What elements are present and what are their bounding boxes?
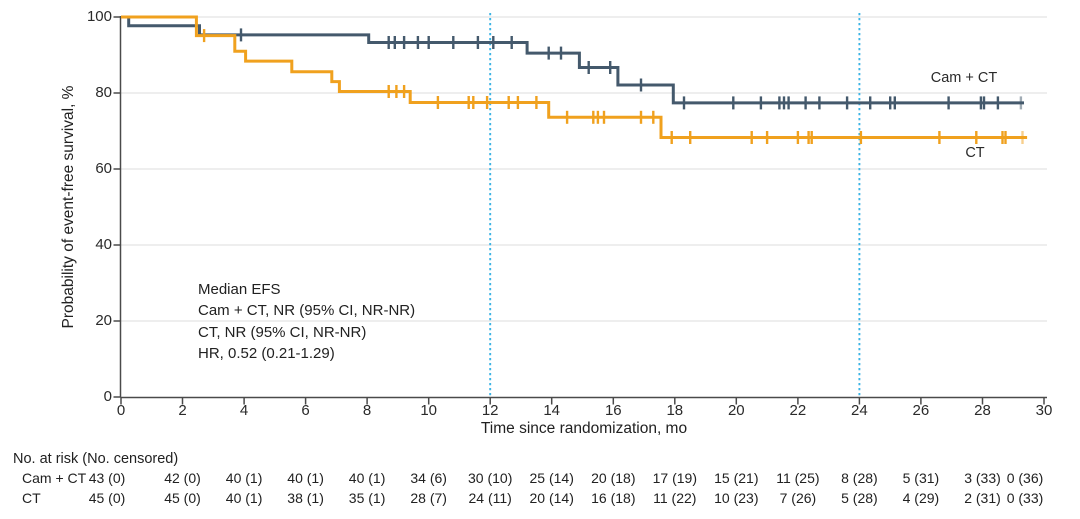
- risk-cell: 0 (36): [1006, 470, 1044, 486]
- risk-cell: 42 (0): [164, 470, 201, 486]
- risk-cell: 45 (0): [88, 490, 126, 506]
- risk-cell: 40 (1): [348, 470, 386, 486]
- x-tick-label: 8: [362, 402, 372, 419]
- risk-cell: 11 (25): [776, 470, 820, 486]
- risk-cell: 38 (1): [287, 490, 324, 506]
- risk-cell: 15 (21): [714, 470, 759, 486]
- annotation-line-median-efs: Median EFS: [198, 281, 281, 298]
- risk-cell: 7 (26): [779, 490, 817, 506]
- x-tick-label: 20: [727, 402, 745, 419]
- risk-cell: 11 (22): [653, 490, 697, 506]
- x-tick-label: 2: [178, 402, 187, 419]
- risk-cell: 3 (33): [964, 470, 1001, 486]
- risk-cell: 4 (29): [902, 490, 940, 506]
- x-tick-label: 24: [851, 402, 868, 419]
- risk-cell: 0 (33): [1006, 490, 1044, 506]
- risk-cell: 28 (7): [410, 490, 447, 506]
- risk-cell: 35 (1): [348, 490, 386, 506]
- risk-cell: 40 (1): [287, 470, 324, 486]
- risk-cell: 10 (23): [714, 490, 759, 506]
- km-curve-ct: [121, 15, 1028, 139]
- annotation-line-cam-ct: Cam + CT, NR (95% CI, NR-NR): [198, 302, 416, 320]
- x-tick-label: 22: [789, 402, 807, 419]
- y-tick-label: 0: [103, 388, 112, 405]
- risk-table-title: No. at risk (No. censored): [13, 451, 179, 467]
- y-axis-title: Probability of event-free survival, %: [60, 85, 77, 329]
- risk-cell: 5 (28): [841, 490, 878, 506]
- x-tick-label: 0: [116, 402, 126, 419]
- risk-cell: 17 (19): [652, 470, 697, 486]
- risk-cell: 16 (18): [591, 490, 636, 506]
- risk-cell: 45 (0): [164, 490, 201, 506]
- risk-row-label-ct: CT: [22, 490, 41, 506]
- risk-cell: 40 (1): [225, 470, 263, 486]
- risk-cell: 20 (14): [529, 490, 574, 506]
- annotation-line-hr: HR, 0.52 (0.21-1.29): [198, 345, 335, 363]
- y-tick-label: 100: [86, 8, 112, 25]
- y-tick-label: 40: [95, 236, 112, 253]
- risk-cell: 2 (31): [964, 490, 1001, 506]
- risk-cell: 34 (6): [410, 470, 447, 486]
- x-tick-label: 28: [974, 402, 991, 419]
- y-tick-label: 60: [95, 160, 112, 177]
- x-tick-label: 6: [301, 402, 310, 419]
- x-tick-label: 12: [481, 402, 499, 419]
- risk-cell: 20 (18): [591, 470, 636, 486]
- series-label-cam-ct: Cam + CT: [930, 70, 998, 86]
- x-tick-label: 26: [912, 402, 930, 419]
- series-label-ct: CT: [965, 145, 985, 161]
- x-tick-label: 18: [666, 402, 684, 419]
- risk-cell: 8 (28): [841, 470, 878, 486]
- risk-cell: 30 (10): [468, 470, 513, 486]
- x-tick-label: 14: [543, 402, 561, 419]
- risk-row-label-cam-ct: Cam + CT: [22, 470, 87, 486]
- annotation-line-ct: CT, NR (95% CI, NR-NR): [198, 323, 367, 341]
- km-curve-cam-ct: [121, 15, 1024, 105]
- median-efs-annotation: Median EFS Cam + CT, NR (95% CI, NR-NR) …: [198, 279, 415, 365]
- x-axis-title: Time since randomization, mo: [480, 420, 688, 437]
- risk-cell: 25 (14): [529, 470, 574, 486]
- x-tick-label: 16: [604, 402, 622, 419]
- x-tick-label: 30: [1035, 402, 1053, 419]
- x-tick-label: 10: [420, 402, 438, 419]
- km-plot-canvas: [113, 13, 1047, 405]
- x-tick-label: 4: [239, 402, 249, 419]
- risk-cell: 24 (11): [468, 490, 512, 506]
- risk-cell: 40 (1): [225, 490, 263, 506]
- y-tick-label: 20: [95, 312, 112, 329]
- y-tick-label: 80: [95, 84, 112, 101]
- risk-cell: 43 (0): [88, 470, 126, 486]
- risk-cell: 5 (31): [902, 470, 940, 486]
